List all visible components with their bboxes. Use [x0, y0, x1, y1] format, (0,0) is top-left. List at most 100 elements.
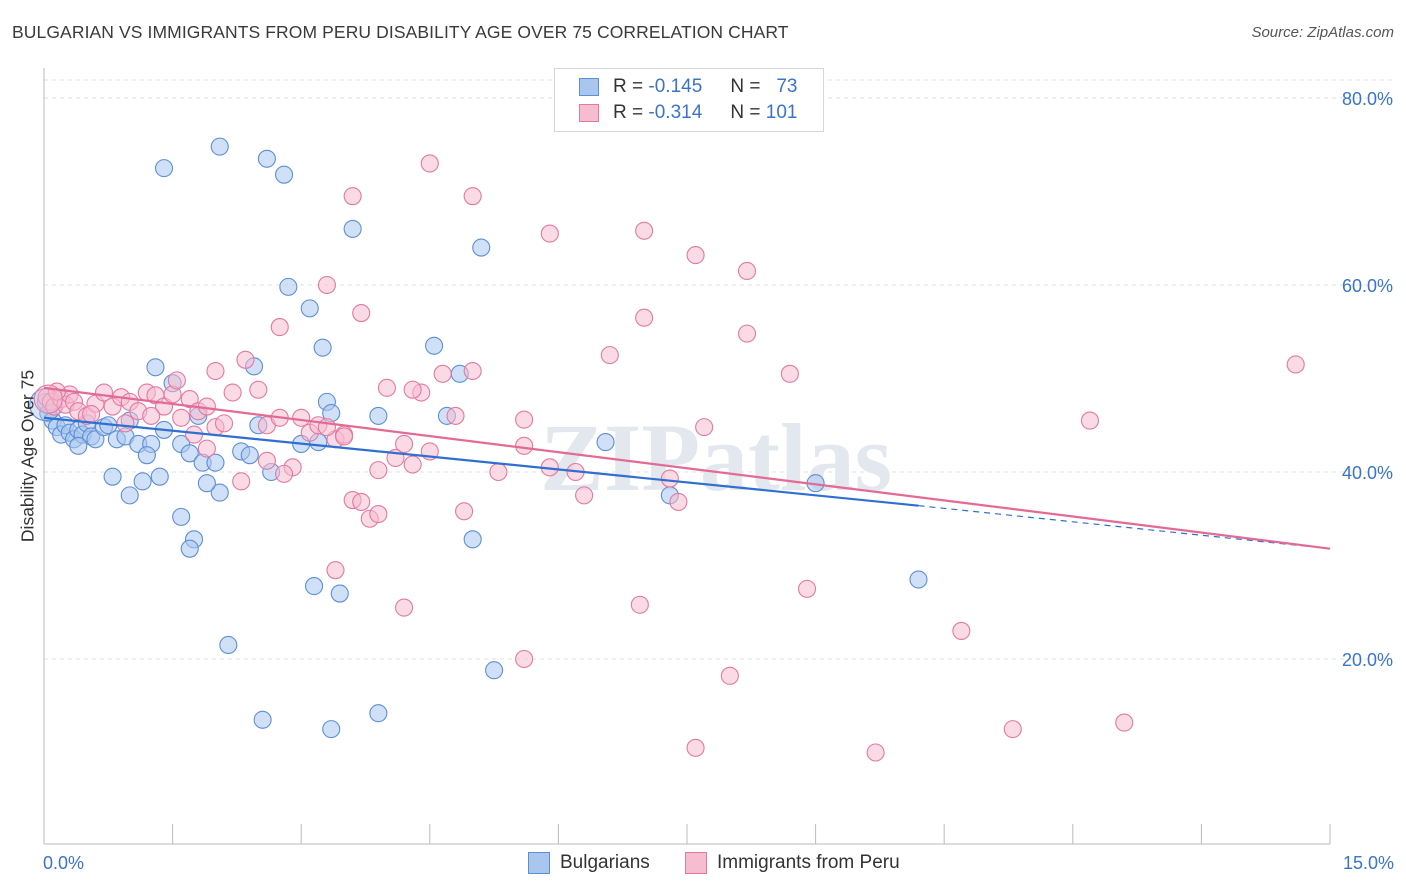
- data-point: [343, 219, 362, 238]
- data-point: [116, 414, 135, 433]
- data-point: [279, 277, 298, 296]
- data-point: [206, 453, 225, 472]
- data-point: [137, 446, 156, 465]
- data-point: [352, 303, 371, 323]
- data-point: [317, 275, 336, 295]
- data-point: [866, 743, 885, 762]
- data-point: [455, 502, 474, 521]
- r-label: R =: [613, 102, 644, 123]
- data-point: [669, 492, 688, 511]
- data-point: [154, 159, 174, 178]
- data-point: [1115, 713, 1134, 732]
- data-point: [313, 338, 332, 357]
- data-point: [369, 461, 388, 480]
- data-point: [322, 720, 341, 739]
- data-point: [395, 598, 414, 617]
- data-point: [69, 436, 88, 455]
- data-point: [489, 462, 508, 482]
- data-point: [330, 584, 349, 603]
- axes: [43, 68, 1331, 845]
- data-point: [133, 472, 152, 491]
- data-point: [635, 221, 654, 240]
- data-point: [635, 308, 654, 327]
- data-point: [1080, 411, 1099, 430]
- data-point: [257, 451, 276, 470]
- data-point: [403, 380, 422, 399]
- data-point: [395, 434, 414, 454]
- legend-label: Bulgarians: [560, 852, 650, 873]
- data-point: [180, 444, 199, 463]
- data-point: [686, 738, 705, 757]
- data-point: [369, 406, 388, 425]
- data-point: [232, 472, 251, 491]
- data-point: [335, 427, 354, 446]
- data-point: [420, 154, 439, 173]
- data-point: [660, 469, 679, 488]
- data-point: [515, 649, 534, 669]
- chart-title: BULGARIAN VS IMMIGRANTS FROM PERU DISABI…: [12, 22, 789, 42]
- data-point: [780, 364, 799, 383]
- y-tick-label: 20.0%: [1342, 650, 1393, 670]
- data-point: [446, 406, 465, 425]
- legend-item-peru[interactable]: Immigrants from Peru: [685, 852, 900, 874]
- data-point: [326, 561, 345, 580]
- stats-legend: R = -0.145 N = 73 R = -0.314 N = 101: [554, 68, 824, 132]
- legend-item-bulgarians[interactable]: Bulgarians: [528, 852, 650, 874]
- n-value: 101: [765, 102, 798, 123]
- data-point: [463, 361, 482, 381]
- y-tick-label: 80.0%: [1342, 89, 1393, 109]
- data-point: [600, 346, 619, 365]
- trend-line-bulgarians-extension: [918, 505, 1331, 550]
- data-point: [180, 539, 199, 558]
- data-point: [219, 635, 238, 655]
- x-tick-label-max: 15.0%: [1342, 853, 1394, 873]
- data-point: [305, 577, 324, 596]
- data-point: [369, 505, 388, 524]
- data-point: [485, 661, 504, 680]
- data-point: [575, 486, 594, 505]
- data-point: [292, 408, 311, 427]
- r-label: R =: [613, 76, 644, 97]
- r-value: -0.145: [648, 76, 703, 97]
- data-point: [737, 324, 757, 343]
- legend-swatch-pink: [685, 852, 707, 874]
- legend-row-peru: R = -0.314 N = 101: [579, 100, 797, 126]
- data-point-cluster: [33, 384, 63, 414]
- data-point: [1286, 355, 1305, 374]
- data-point: [463, 530, 482, 549]
- data-point: [172, 408, 191, 427]
- data-point: [210, 483, 229, 502]
- data-point: [352, 492, 371, 511]
- data-point: [695, 418, 714, 437]
- data-point: [300, 299, 319, 318]
- data-point: [377, 378, 396, 397]
- data-point: [146, 358, 165, 377]
- data-point: [720, 666, 739, 685]
- data-point: [433, 364, 452, 383]
- series-legend: Bulgarians Immigrants from Peru: [0, 852, 1406, 878]
- trend-line-bulgarians: [43, 416, 919, 507]
- data-point: [82, 404, 101, 424]
- data-point: [425, 336, 444, 355]
- data-point: [270, 318, 289, 337]
- data-point: [515, 410, 534, 429]
- source-label: Source: ZipAtlas.com: [1251, 24, 1394, 41]
- r-value: -0.314: [648, 102, 703, 123]
- n-label: N =: [730, 102, 761, 123]
- data-point: [952, 621, 971, 641]
- data-point: [369, 704, 388, 723]
- data-point: [142, 406, 161, 425]
- data-point: [253, 710, 272, 729]
- data-point: [103, 467, 122, 486]
- data-point: [197, 439, 216, 458]
- data-point: [172, 507, 191, 526]
- data-point: [403, 455, 422, 474]
- data-point: [197, 474, 216, 493]
- data-point: [472, 238, 491, 257]
- data-point: [317, 418, 336, 437]
- y-axis-title: Disability Age Over 75: [17, 369, 38, 543]
- legend-swatch-pink: [579, 104, 599, 122]
- data-point: [184, 425, 204, 444]
- data-point: [797, 579, 817, 598]
